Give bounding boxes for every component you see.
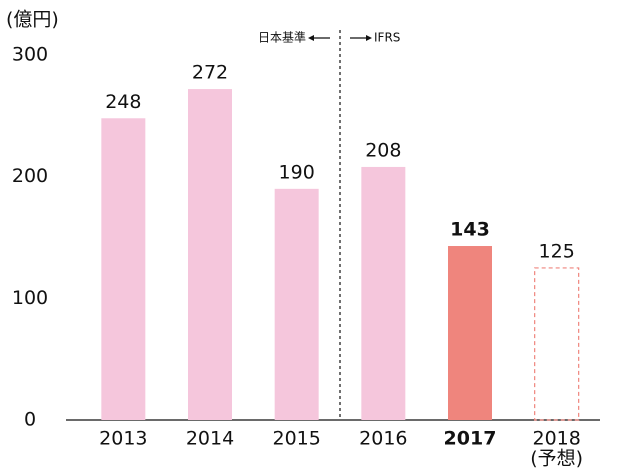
forecast-label: (予想) <box>530 448 583 470</box>
bar <box>361 166 406 420</box>
y-tick-label: 200 <box>12 165 48 187</box>
arrow-head <box>308 35 314 41</box>
y-tick-label: 300 <box>12 44 48 66</box>
bar <box>101 118 146 421</box>
annotation-right: IFRS <box>374 31 400 45</box>
x-tick-label: 2014 <box>186 428 234 450</box>
y-tick-label: 100 <box>12 287 48 309</box>
value-label: 208 <box>365 139 401 161</box>
x-tick-label: 2016 <box>359 428 407 450</box>
x-tick-label: 2017 <box>444 428 497 450</box>
value-label: 190 <box>279 161 315 183</box>
value-label: 125 <box>539 240 575 262</box>
x-tick-label: 2015 <box>272 428 320 450</box>
value-label: 248 <box>105 91 141 113</box>
x-tick-label: 2018 <box>532 428 580 450</box>
bar <box>534 267 580 421</box>
y-tick-label: 0 <box>24 409 36 431</box>
bar <box>188 89 232 421</box>
bar <box>448 246 492 420</box>
unit-label: (億円) <box>6 9 59 31</box>
annotation-left: 日本基準 <box>258 30 306 45</box>
x-tick-label: 2013 <box>99 428 147 450</box>
value-label: 143 <box>450 219 490 241</box>
arrow-head <box>366 35 372 41</box>
bar <box>274 188 319 420</box>
value-label: 272 <box>192 62 228 84</box>
